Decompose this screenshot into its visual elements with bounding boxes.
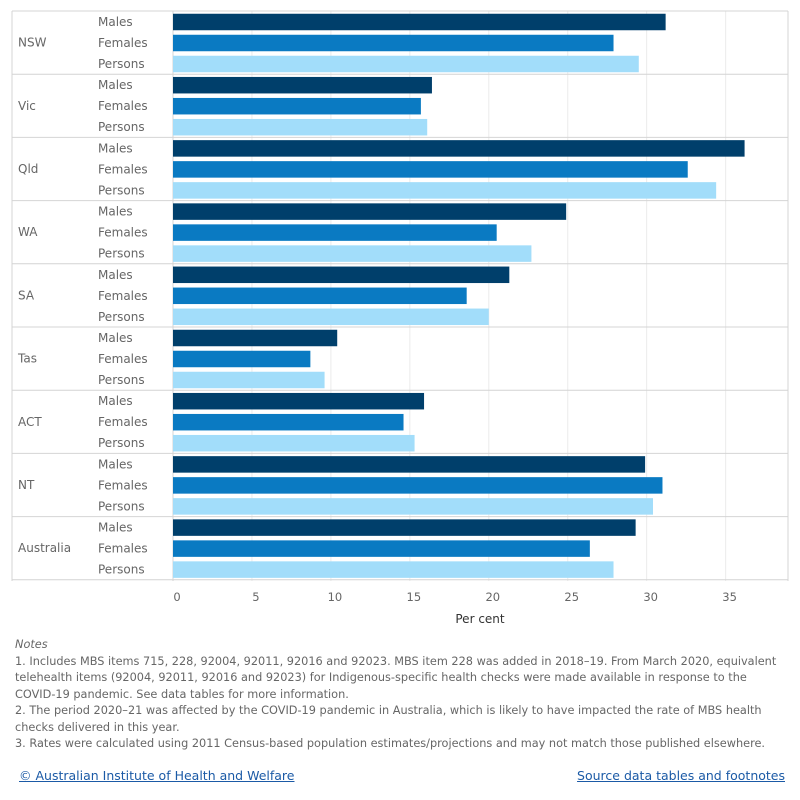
series-label: Males — [98, 521, 133, 535]
group-separators — [11, 10, 789, 581]
series-label: Males — [98, 394, 133, 408]
category-label: ACT — [18, 415, 42, 429]
x-tick-label: 5 — [252, 590, 259, 604]
bar-females-qld[interactable] — [173, 161, 688, 178]
category-label: Qld — [18, 162, 38, 176]
category-label: NSW — [18, 36, 47, 50]
bar-persons-tas[interactable] — [173, 371, 325, 389]
copyright-link[interactable]: © Australian Institute of Health and Wel… — [19, 768, 295, 783]
source-data-link[interactable]: Source data tables and footnotes — [577, 768, 785, 783]
bars — [173, 13, 745, 578]
series-label: Males — [98, 331, 133, 345]
bar-females-tas[interactable] — [173, 350, 311, 368]
x-tick-label: 35 — [722, 590, 737, 604]
x-tick-label: 25 — [564, 590, 579, 604]
series-label: Persons — [98, 373, 145, 387]
bar-females-nsw[interactable] — [173, 34, 614, 52]
note-3: 3. Rates were calculated using 2011 Cens… — [15, 737, 766, 750]
bar-males-nt[interactable] — [173, 456, 646, 473]
series-label: Females — [98, 478, 148, 492]
series-label: Males — [98, 205, 133, 219]
series-label: Persons — [98, 436, 145, 450]
category-label: WA — [18, 225, 38, 239]
bar-males-australia[interactable] — [173, 519, 636, 536]
note-1: 1. Includes MBS items 715, 228, 92004, 9… — [15, 654, 777, 701]
series-label: Males — [98, 141, 133, 155]
series-label: Persons — [98, 247, 145, 261]
bar-chart: NSW Males Females Persons Vic Males Females Per… — [11, 10, 789, 626]
bar-persons-nt[interactable] — [173, 498, 653, 515]
category-label: Australia — [18, 541, 71, 555]
series-label: Persons — [98, 310, 145, 324]
series-label: Persons — [98, 563, 145, 577]
series-label: Persons — [98, 499, 145, 513]
series-label: Persons — [98, 120, 145, 134]
series-label: Persons — [98, 183, 145, 197]
bar-persons-australia[interactable] — [173, 561, 614, 578]
x-tick-label: 0 — [173, 590, 180, 604]
bar-persons-sa[interactable] — [173, 308, 489, 326]
x-tick-label: 30 — [643, 590, 658, 604]
bar-males-nsw[interactable] — [173, 13, 666, 31]
bar-persons-vic[interactable] — [173, 118, 428, 136]
x-tick-label: 20 — [485, 590, 500, 604]
bar-males-wa[interactable] — [173, 203, 567, 220]
bar-males-qld[interactable] — [173, 140, 745, 157]
bar-females-act[interactable] — [173, 413, 404, 431]
series-label: Males — [98, 268, 133, 282]
category-label: SA — [18, 288, 35, 302]
category-label: Tas — [17, 352, 37, 366]
series-label: Females — [98, 415, 148, 429]
bar-persons-wa[interactable] — [173, 245, 532, 262]
bar-females-wa[interactable] — [173, 224, 497, 241]
x-axis-ticks: 0 5 10 15 20 25 30 35 — [173, 590, 737, 604]
series-label: Females — [98, 36, 148, 50]
x-axis-label: Per cent — [455, 612, 505, 626]
category-label: Vic — [18, 99, 36, 113]
series-label: Females — [98, 352, 148, 366]
bar-persons-act[interactable] — [173, 434, 415, 452]
series-label: Females — [98, 99, 148, 113]
series-label: Females — [98, 162, 148, 176]
series-label: Persons — [98, 57, 145, 71]
bar-persons-qld[interactable] — [173, 182, 717, 199]
bar-females-nt[interactable] — [173, 477, 663, 494]
x-tick-label: 15 — [407, 590, 422, 604]
category-label: NT — [18, 478, 35, 492]
note-2: 2. The period 2020–21 was affected by th… — [15, 704, 762, 734]
bar-males-act[interactable] — [173, 392, 425, 410]
series-label: Males — [98, 78, 133, 92]
bar-males-sa[interactable] — [173, 266, 510, 284]
series-label: Males — [98, 457, 133, 471]
row-labels: NSW Males Females Persons Vic Males Females Per… — [17, 15, 148, 577]
bar-females-vic[interactable] — [173, 97, 421, 115]
notes-title: Notes — [15, 638, 48, 651]
notes: Notes 1. Includes MBS items 715, 228, 92… — [15, 637, 790, 753]
series-label: Females — [98, 542, 148, 556]
series-label: Females — [98, 226, 148, 240]
bar-females-australia[interactable] — [173, 540, 590, 557]
series-label: Males — [98, 15, 133, 29]
series-label: Females — [98, 289, 148, 303]
x-tick-label: 10 — [328, 590, 343, 604]
bar-males-vic[interactable] — [173, 76, 432, 94]
bar-males-tas[interactable] — [173, 329, 338, 347]
bar-persons-nsw[interactable] — [173, 55, 639, 73]
bar-females-sa[interactable] — [173, 287, 467, 305]
